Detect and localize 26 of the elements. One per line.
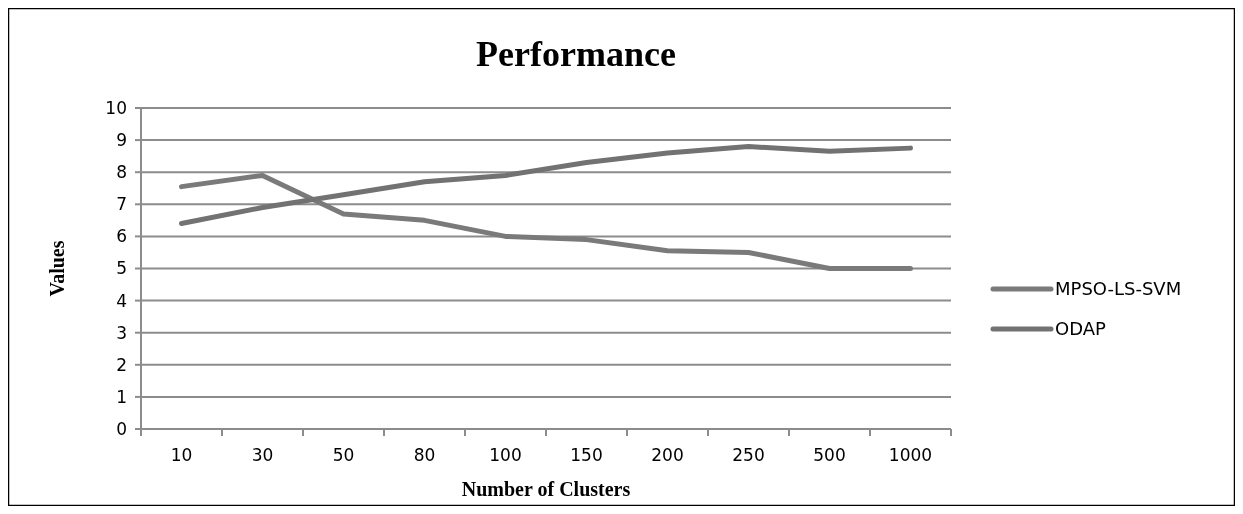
y-tick-label: 10 bbox=[105, 97, 127, 118]
y-tick-label: 1 bbox=[116, 386, 127, 407]
x-tick-label: 30 bbox=[251, 445, 274, 465]
x-tick-label: 250 bbox=[732, 445, 765, 465]
x-tick-label: 200 bbox=[651, 445, 684, 465]
x-tick-label: 80 bbox=[413, 445, 436, 465]
x-tick-label: 10 bbox=[170, 445, 193, 465]
legend-label: MPSO-LS-SVM bbox=[1055, 278, 1182, 300]
y-tick-label: 5 bbox=[116, 258, 127, 279]
x-tick-label: 1000 bbox=[888, 445, 933, 465]
y-tick-label: 7 bbox=[116, 194, 127, 215]
y-tick-label: 8 bbox=[116, 162, 127, 183]
x-tick-label: 150 bbox=[570, 445, 603, 465]
y-tick-label: 0 bbox=[116, 418, 127, 439]
legend-label: ODAP bbox=[1055, 318, 1107, 340]
y-tick-label: 9 bbox=[116, 130, 127, 151]
x-tick-label: 500 bbox=[813, 445, 846, 465]
x-axis-title: Number of Clusters bbox=[461, 478, 631, 500]
x-tick-label: 50 bbox=[332, 445, 355, 465]
y-tick-label: 6 bbox=[116, 226, 127, 247]
chart-title: Performance bbox=[476, 34, 676, 74]
y-tick-label: 3 bbox=[116, 322, 127, 343]
y-axis-title: Values bbox=[46, 240, 68, 297]
x-tick-label: 100 bbox=[489, 445, 522, 465]
y-tick-label: 2 bbox=[116, 354, 127, 375]
y-tick-label: 4 bbox=[116, 290, 127, 311]
